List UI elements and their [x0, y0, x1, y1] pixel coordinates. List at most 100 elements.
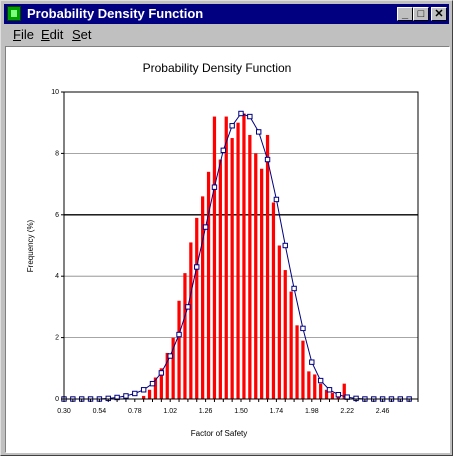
curve-point — [238, 110, 244, 117]
bar — [195, 217, 199, 399]
x-tick-label: 2.22 — [340, 408, 354, 415]
menu-set[interactable]: Set — [72, 27, 92, 42]
y-tick-label: 0 — [55, 396, 59, 403]
curve-point — [300, 325, 306, 332]
x-tick-label: 1.98 — [305, 408, 319, 415]
bar — [277, 245, 281, 399]
window-title: Probability Density Function — [27, 6, 204, 21]
bar — [301, 340, 305, 399]
menu-edit-label: dit — [49, 27, 64, 42]
curve-point — [220, 147, 227, 154]
curve-point — [282, 242, 288, 249]
bar — [319, 383, 323, 399]
bar — [189, 242, 193, 399]
bar — [271, 202, 276, 399]
bar — [218, 159, 222, 399]
bar — [307, 371, 311, 399]
curve-point — [256, 129, 262, 135]
y-axis-label: Frequency (%) — [26, 219, 35, 272]
bar — [254, 153, 258, 399]
x-tick-label: 1.26 — [199, 408, 213, 415]
bar-series — [142, 113, 346, 400]
y-tick-label: 4 — [55, 273, 59, 280]
curve-point — [202, 224, 209, 230]
bar — [260, 168, 264, 399]
curve-point — [291, 285, 297, 292]
curve-point — [149, 380, 156, 387]
bar — [159, 368, 163, 399]
bar — [324, 389, 329, 399]
bar — [313, 374, 317, 399]
curve-point — [317, 377, 324, 384]
curve-point — [185, 304, 191, 310]
x-tick-label: 2.46 — [376, 408, 390, 415]
bar — [183, 273, 187, 399]
menu-set-accel: S — [72, 27, 81, 42]
x-tick-label: 0.30 — [57, 408, 71, 415]
bar — [165, 352, 169, 399]
bar — [330, 392, 335, 399]
bar — [201, 196, 205, 399]
curve-point — [309, 359, 315, 365]
curve-point — [211, 184, 218, 190]
plot-frame — [63, 91, 419, 400]
bar — [242, 113, 246, 400]
menu-edit-accel: E — [41, 27, 50, 42]
minimize-button[interactable]: _ — [397, 7, 413, 21]
bar — [236, 122, 240, 399]
curve-line — [64, 112, 410, 400]
x-tick-label: 1.50 — [234, 408, 248, 415]
menu-edit[interactable]: Edit — [41, 27, 63, 42]
bar — [171, 337, 175, 399]
bar — [283, 270, 287, 399]
curve-point — [326, 387, 333, 393]
chart-panel: Probability Density Function 0 2 4 6 8 10 0.30… — [5, 46, 450, 453]
menu-set-label: et — [80, 27, 92, 42]
curve-point — [167, 353, 173, 359]
x-tick-label: 1.02 — [163, 408, 177, 415]
bar — [230, 138, 234, 400]
menu-file-label: ile — [20, 27, 34, 42]
curve-point — [132, 390, 138, 397]
curve-point — [140, 387, 147, 393]
x-axis-label: Factor of Safety — [191, 429, 247, 438]
y-tick-label: 6 — [55, 212, 59, 219]
title-bar[interactable]: Probability Density Function _ □ ✕ — [4, 4, 449, 24]
curve-point — [335, 392, 342, 398]
close-button[interactable]: ✕ — [431, 7, 447, 21]
bar — [265, 134, 270, 399]
bar — [224, 116, 228, 399]
grid — [64, 153, 418, 339]
y-tick-label: 8 — [55, 150, 59, 157]
chart-title: Probability Density Function — [143, 61, 292, 75]
bar — [248, 134, 252, 399]
curve-point — [247, 113, 253, 120]
curve-point — [123, 393, 129, 399]
menu-file[interactable]: File — [13, 27, 34, 42]
bar — [342, 383, 346, 399]
bar — [206, 171, 211, 399]
curve-point — [176, 331, 182, 338]
bar — [153, 377, 158, 399]
menu-file-accel: F — [13, 27, 21, 42]
x-tick-label: 0.54 — [93, 408, 107, 415]
curve-point — [264, 156, 271, 163]
x-tick-label: 0.78 — [128, 408, 142, 415]
y-tick-label: 2 — [55, 335, 59, 342]
pdf-chart: Probability Density Function 0 2 4 6 8 10 0.30… — [26, 61, 419, 438]
x-tick-label: 1.74 — [270, 408, 284, 415]
axes: 0 2 4 6 8 10 0.30 0.54 0.78 1.02 1.26 1.50 1.74 1.98 2… — [51, 89, 419, 415]
app-icon[interactable] — [7, 6, 21, 21]
curve-point — [194, 264, 200, 270]
bar — [212, 116, 217, 399]
curve-point — [158, 370, 165, 376]
bar — [147, 389, 152, 399]
bar — [142, 395, 146, 399]
maximize-button[interactable]: □ — [413, 7, 429, 21]
menu-bar: File Edit Set — [4, 25, 449, 45]
curve-point — [273, 196, 280, 203]
y-tick-label: 10 — [51, 89, 59, 96]
curve-point — [229, 123, 235, 129]
bar — [295, 325, 299, 399]
